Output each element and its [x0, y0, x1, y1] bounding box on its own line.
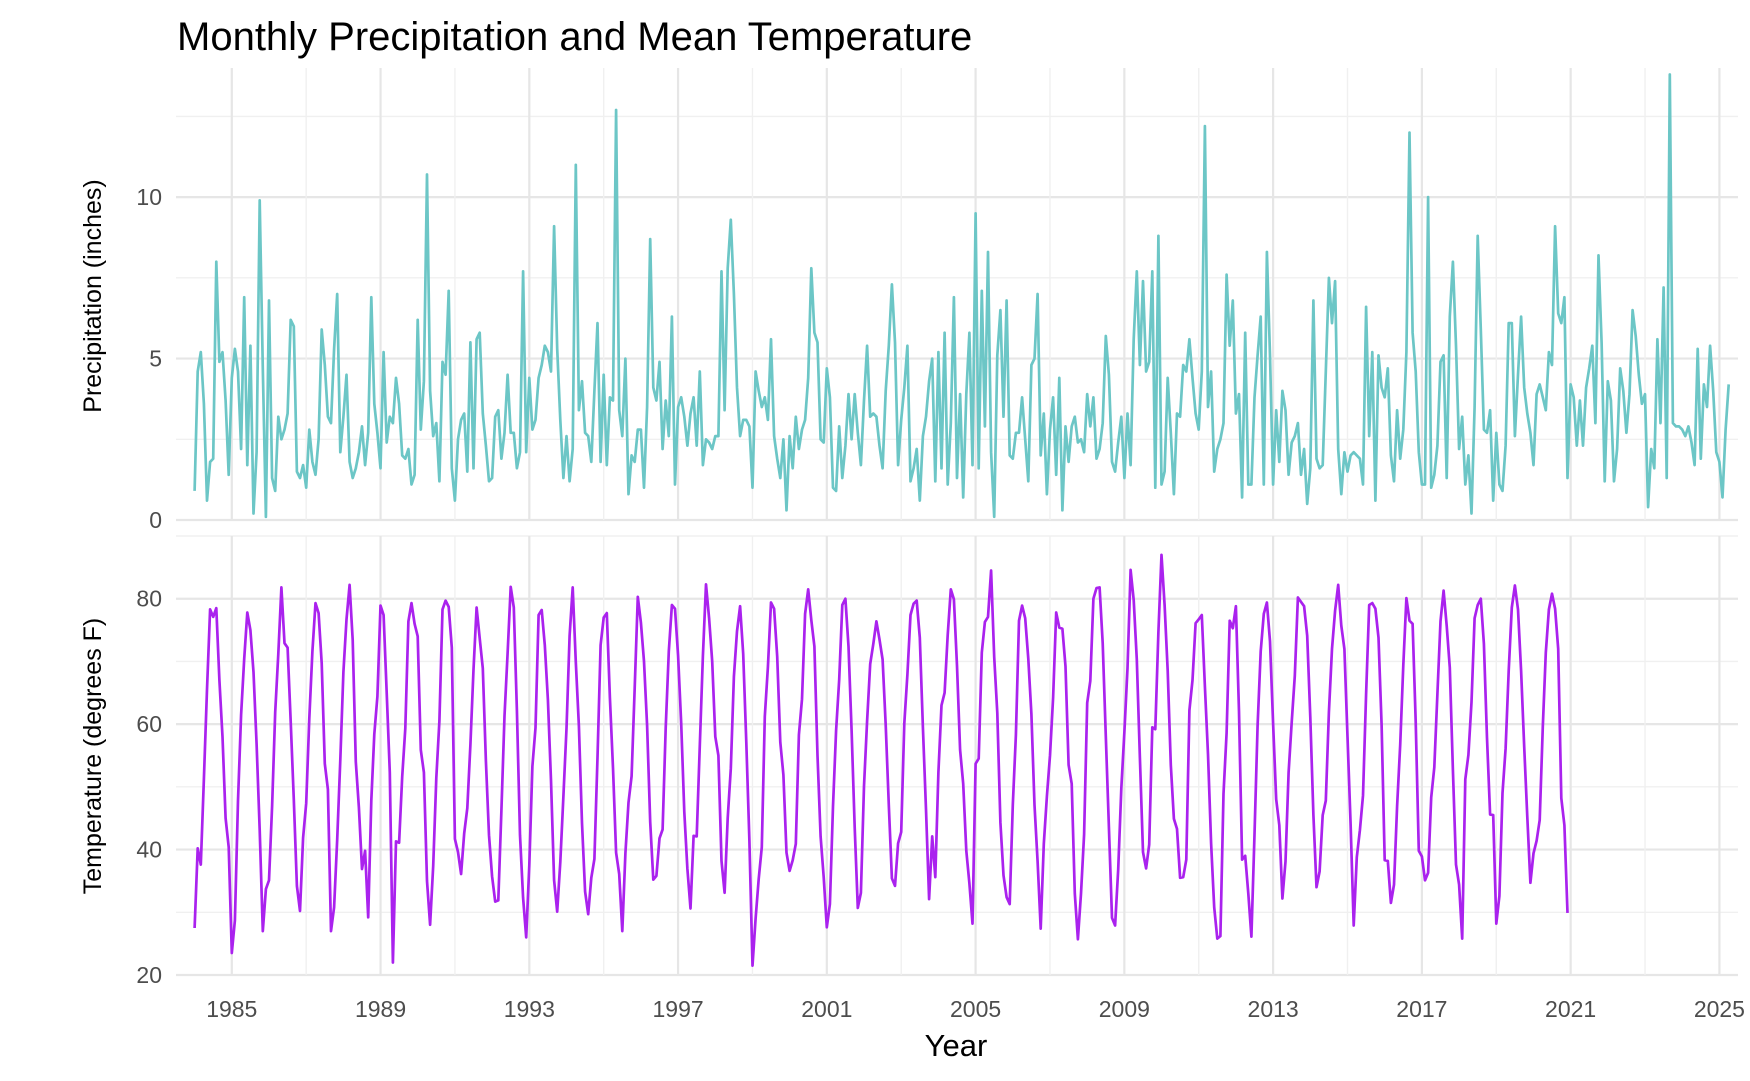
x-tick-labels: 1985 1989 1993 1997 2001 2005 2009 2013 2017 2021… [206, 996, 1745, 1022]
y-tick-label: 0 [149, 507, 162, 533]
x-tick-label: 2005 [950, 996, 1001, 1022]
y-tick-label: 10 [136, 184, 162, 210]
temperature-y-axis-label: Temperature (degrees F) [79, 618, 107, 895]
x-tick-label: 1985 [206, 996, 257, 1022]
x-tick-label: 2017 [1396, 996, 1447, 1022]
y-tick-label: 60 [136, 711, 162, 737]
temperature-series-line [193, 553, 1569, 967]
x-tick-label: 1997 [652, 996, 703, 1022]
temperature-y-tick-labels: 20 40 60 80 [136, 586, 162, 988]
x-tick-label: 2001 [801, 996, 852, 1022]
y-tick-label: 20 [136, 962, 162, 988]
x-tick-label: 1989 [355, 996, 406, 1022]
x-tick-label: 2021 [1545, 996, 1596, 1022]
y-tick-label: 80 [136, 586, 162, 612]
x-tick-label: 2009 [1099, 996, 1150, 1022]
precipitation-y-axis-label: Precipitation (inches) [79, 179, 107, 412]
chart-title: Monthly Precipitation and Mean Temperatu… [177, 15, 972, 59]
precipitation-panel: 0 5 10 Precipitation (inches) [79, 68, 1738, 533]
x-tick-label: 2013 [1248, 996, 1299, 1022]
y-tick-label: 40 [136, 837, 162, 863]
temperature-gridlines [176, 535, 1738, 977]
y-tick-label: 5 [149, 346, 162, 372]
precipitation-series-line [193, 73, 1731, 519]
x-axis-label: Year [925, 1028, 988, 1063]
x-tick-label: 2025 [1694, 996, 1745, 1022]
precipitation-y-tick-labels: 0 5 10 [136, 184, 162, 533]
x-tick-label: 1993 [504, 996, 555, 1022]
temperature-panel: 20 40 60 80 Temperature (degrees F) [79, 535, 1738, 988]
